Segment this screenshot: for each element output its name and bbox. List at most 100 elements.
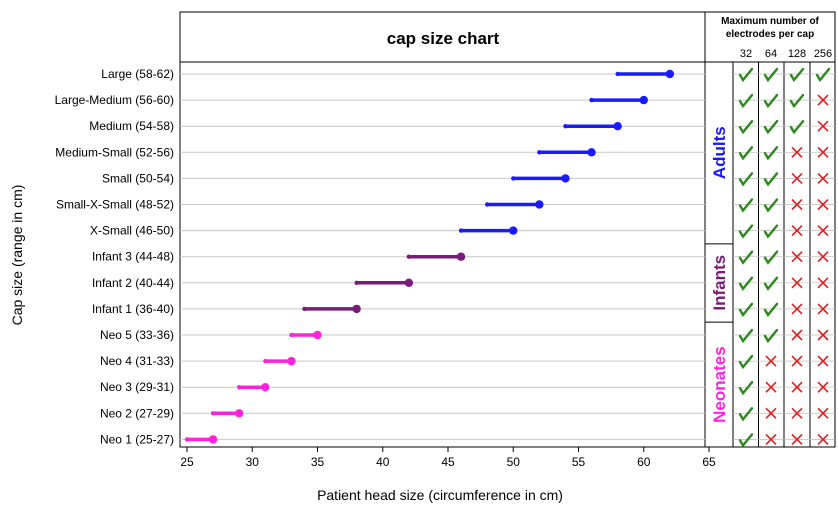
group-label-infants: Infants (710, 255, 729, 311)
range-start-point (289, 332, 294, 338)
range-end-point (509, 226, 518, 235)
check-icon (738, 250, 754, 265)
cross-icon (791, 381, 803, 393)
electrode-header-line-2: electrodes per cap (726, 29, 814, 40)
y-tick-label: Medium-Small (52-56) (55, 145, 174, 159)
check-icon (763, 120, 779, 135)
cross-icon (817, 303, 829, 315)
x-tick-label: 45 (441, 455, 455, 469)
range-marks (184, 69, 675, 444)
cross-icon (817, 433, 829, 445)
y-tick-label: Small-X-Small (48-52) (56, 198, 174, 212)
cross-icon (791, 433, 803, 445)
check-icon (738, 276, 754, 291)
x-tick-label: 35 (311, 455, 325, 469)
check-icon (738, 381, 754, 396)
x-tick-label: 60 (637, 455, 651, 469)
check-icon (738, 328, 754, 344)
cross-icon (765, 355, 777, 367)
check-icon (763, 250, 779, 265)
cross-icon (765, 381, 777, 393)
range-start-point (406, 254, 412, 259)
range-end-point (613, 122, 622, 131)
range-start-point (615, 71, 620, 77)
check-icon (763, 328, 779, 344)
x-axis-label: Patient head size (circumference in cm) (317, 487, 563, 503)
cross-icon (817, 172, 829, 184)
check-icon (815, 67, 831, 83)
cross-icon (817, 146, 829, 158)
check-icon (763, 198, 779, 213)
cross-icon (791, 303, 803, 315)
range-start-point (511, 176, 516, 181)
group-label-neonates: Neonates (710, 346, 729, 423)
check-icon (738, 146, 754, 161)
range-end-point (208, 435, 218, 444)
check-icon (738, 67, 754, 83)
check-icon (738, 354, 754, 370)
cross-icon (765, 407, 777, 419)
range-start-point (458, 228, 464, 233)
cross-icon (791, 329, 803, 341)
range-end-point (561, 174, 570, 183)
cross-icon (817, 94, 829, 106)
cross-icon (791, 225, 803, 237)
range-start-point (537, 150, 542, 155)
y-tick-label: Neo 4 (31-33) (100, 354, 174, 368)
y-tick-label: Neo 1 (25-27) (100, 432, 174, 446)
check-icon (738, 302, 754, 317)
electrode-column-label: 256 (814, 48, 832, 60)
cross-icon (791, 355, 803, 367)
electrode-column-label: 32 (740, 48, 752, 60)
electrode-header-line-1: Maximum number of (721, 16, 819, 27)
y-tick-labels: Large (58-62) Large-Medium (56-60) Medium … (55, 67, 174, 446)
range-end-point (456, 252, 466, 261)
group-label-adults: Adults (710, 126, 729, 179)
cross-icon (817, 381, 829, 393)
check-icon (763, 146, 779, 161)
cross-icon (791, 146, 803, 158)
cross-icon (791, 277, 803, 289)
cross-icon (817, 225, 829, 237)
x-tick-label: 30 (246, 455, 260, 469)
cross-icon (817, 251, 829, 263)
electrode-table-box (704, 61, 836, 448)
y-tick-label: Neo 2 (27-29) (100, 406, 174, 420)
y-tick-label: Large (58-62) (101, 67, 174, 81)
check-icon (763, 67, 779, 83)
check-icon (763, 93, 779, 109)
check-icon (738, 407, 754, 422)
range-end-point (404, 278, 414, 287)
x-tick-label: 40 (376, 455, 390, 469)
electrode-table: 32 64 128 256 (733, 48, 835, 448)
check-icon (738, 172, 754, 187)
check-icon (763, 302, 779, 317)
x-tick-label: 55 (572, 455, 586, 469)
check-icon (738, 120, 754, 135)
y-tick-label: Neo 5 (33-36) (100, 328, 174, 342)
range-start-point (563, 124, 568, 129)
electrode-column-label: 64 (765, 48, 777, 60)
cross-icon (817, 120, 829, 132)
cross-icon (791, 407, 803, 419)
check-icon (763, 276, 779, 291)
range-end-point (235, 409, 244, 418)
y-tick-label: Neo 3 (29-31) (100, 380, 174, 394)
cross-icon (791, 198, 803, 211)
cross-icon (791, 172, 803, 184)
range-start-point (484, 202, 490, 207)
cross-icon (817, 329, 829, 341)
range-start-point (263, 358, 268, 364)
range-start-point (589, 97, 594, 103)
chart-title: cap size chart (387, 29, 500, 48)
check-icon (738, 93, 754, 109)
cross-icon (817, 198, 829, 211)
y-tick-label: Infant 3 (44-48) (92, 250, 174, 264)
cross-icon (817, 277, 829, 289)
x-axis: 25 30 35 40 45 50 55 60 65 (180, 447, 716, 469)
range-end-point (352, 304, 361, 314)
y-tick-label: Medium (54-58) (89, 119, 174, 133)
range-start-point (210, 411, 216, 416)
check-icon (789, 67, 805, 83)
range-end-point (587, 148, 596, 157)
